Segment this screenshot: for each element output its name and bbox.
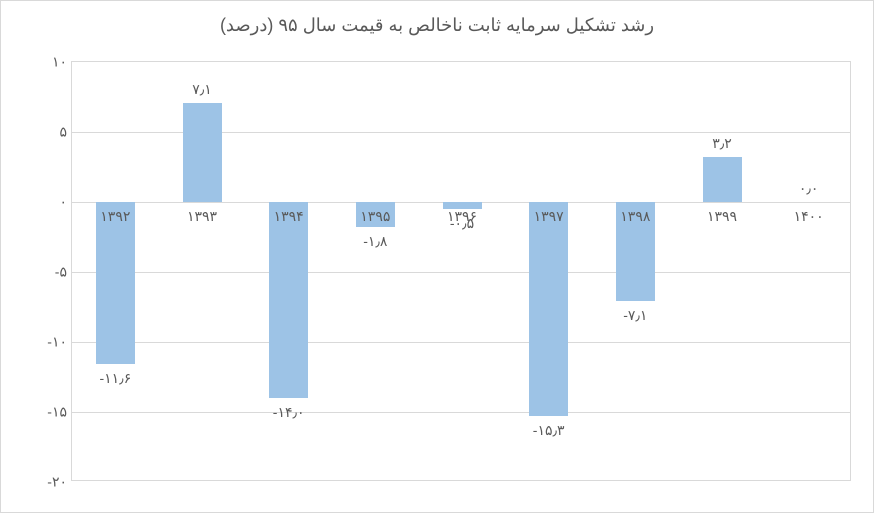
y-axis-tick: ۱۰ <box>27 54 67 71</box>
x-axis-label: ۱۳۹۹ <box>707 208 737 225</box>
data-label: ۰٫۵- <box>450 215 474 232</box>
bar <box>529 202 568 416</box>
y-axis-tick: ۰ <box>27 194 67 211</box>
x-axis-label: ۱۳۹۸ <box>620 208 650 225</box>
data-label: ۳٫۲ <box>712 135 732 152</box>
data-label: ۱۵٫۳- <box>533 422 565 439</box>
gridline <box>72 342 850 343</box>
plot-area: ۱۰۵۰۵-۱۰-۱۵-۲۰-۱۳۹۲۱۱٫۶-۱۳۹۳۷٫۱۱۳۹۴۱۴٫۰-… <box>71 61 851 481</box>
x-axis-label: ۱۳۹۴ <box>274 208 304 225</box>
gridline <box>72 412 850 413</box>
data-label: ۷٫۱ <box>192 81 212 98</box>
data-label: ۱٫۸- <box>363 233 387 250</box>
y-axis-tick: ۵ <box>27 124 67 141</box>
chart-container: رشد تشکیل سرمایه ثابت ناخالص به قیمت سال… <box>0 0 874 513</box>
y-axis-tick: ۲۰- <box>27 474 67 491</box>
data-label: ۰٫۰ <box>799 180 819 197</box>
x-axis-label: ۱۳۹۵ <box>360 208 390 225</box>
bar <box>183 103 222 202</box>
bar <box>703 157 742 202</box>
y-axis-tick: ۱۰- <box>27 334 67 351</box>
bar <box>269 202 308 398</box>
data-label: ۷٫۱- <box>623 307 647 324</box>
data-label: ۱۴٫۰- <box>273 404 305 421</box>
y-axis-tick: ۱۵- <box>27 404 67 421</box>
chart-title: رشد تشکیل سرمایه ثابت ناخالص به قیمت سال… <box>1 15 873 36</box>
data-label: ۱۱٫۶- <box>99 370 131 387</box>
y-axis-tick: ۵- <box>27 264 67 281</box>
x-axis-label: ۱۴۰۰ <box>794 208 824 225</box>
gridline <box>72 272 850 273</box>
x-axis-label: ۱۳۹۲ <box>100 208 130 225</box>
bar <box>96 202 135 364</box>
x-axis-label: ۱۳۹۳ <box>187 208 217 225</box>
x-axis-label: ۱۳۹۷ <box>534 208 564 225</box>
